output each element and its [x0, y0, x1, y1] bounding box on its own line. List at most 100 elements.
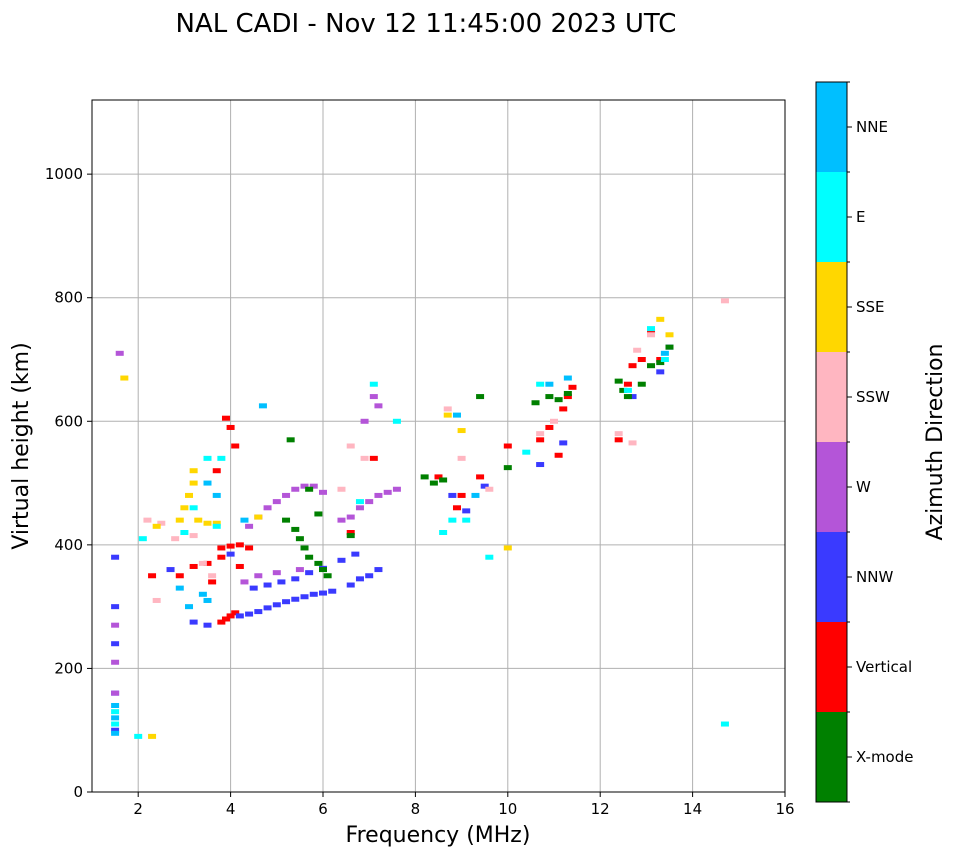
point-nnw — [272, 602, 281, 608]
point-x-mode — [282, 517, 291, 523]
y-tick-label: 400 — [54, 536, 83, 554]
point-nne — [471, 492, 480, 498]
x-axis-label: Frequency (MHz) — [346, 823, 531, 848]
point-x-mode — [295, 536, 304, 542]
point-nne — [198, 591, 207, 597]
point-vertical — [369, 455, 378, 461]
point-sse — [656, 316, 665, 322]
point-w — [300, 483, 309, 489]
point-e — [522, 449, 531, 455]
point-vertical — [434, 474, 443, 480]
colorbar-frame — [815, 81, 848, 803]
point-nne — [185, 604, 194, 610]
point-ssw — [536, 431, 545, 437]
point-e — [369, 381, 378, 387]
point-nnw — [111, 727, 120, 733]
point-e — [111, 709, 120, 715]
point-sse — [665, 332, 674, 338]
point-vertical — [221, 616, 230, 622]
colorbar-tick-label: W — [856, 478, 871, 496]
point-e — [189, 505, 198, 511]
point-nnw — [226, 551, 235, 557]
point-sse — [152, 523, 161, 529]
point-w — [291, 486, 300, 492]
point-nne — [203, 597, 212, 603]
point-vertical — [217, 619, 226, 625]
point-nnw — [656, 369, 665, 375]
point-vertical — [212, 468, 221, 474]
point-x-mode — [286, 437, 295, 443]
point-x-mode — [545, 394, 554, 400]
point-ssw — [457, 455, 466, 461]
point-nnw — [346, 582, 355, 588]
point-x-mode — [305, 554, 314, 560]
point-nne — [111, 703, 120, 708]
point-x-mode — [619, 387, 628, 393]
point-vertical — [545, 424, 554, 430]
point-e — [138, 536, 147, 542]
point-nnw — [328, 588, 337, 594]
point-e — [647, 326, 656, 332]
x-tick-label: 12 — [591, 800, 610, 818]
point-ssw — [157, 520, 166, 526]
colorbar-tick-label: E — [856, 208, 865, 226]
point-nne — [111, 715, 120, 721]
point-nnw — [448, 492, 457, 498]
colorbar-tick-label: Vertical — [856, 658, 912, 676]
point-e — [212, 523, 221, 529]
point-e — [134, 733, 143, 739]
x-tick-label: 8 — [411, 800, 421, 818]
point-nnw — [628, 394, 637, 400]
point-w — [374, 403, 383, 409]
point-vertical — [203, 560, 212, 566]
point-vertical — [559, 406, 568, 412]
y-axis-ticks: 0 200 400 600 800 1000 — [45, 165, 92, 801]
colorbar-swatch-nne — [816, 82, 847, 172]
point-nnw — [480, 483, 489, 489]
grid-lines — [92, 100, 786, 793]
point-nnw — [536, 462, 545, 468]
point-ssw — [337, 486, 346, 492]
point-nnw — [355, 576, 364, 582]
point-vertical — [476, 474, 485, 480]
point-nnw — [245, 611, 254, 617]
point-sse — [457, 428, 466, 434]
point-nnw — [462, 508, 471, 514]
point-w — [365, 499, 374, 505]
colorbar-swatch-w — [816, 442, 847, 532]
point-x-mode — [665, 344, 674, 350]
point-x-mode — [346, 533, 355, 539]
point-nne — [212, 492, 221, 498]
point-w — [240, 579, 249, 585]
point-nnw — [263, 605, 272, 611]
point-vertical — [628, 363, 637, 369]
point-nnw — [282, 599, 291, 605]
point-ssw — [443, 406, 452, 412]
point-x-mode — [291, 526, 300, 532]
point-sse — [148, 733, 157, 739]
point-vertical — [189, 563, 198, 569]
point-nne — [111, 730, 120, 736]
point-e — [485, 554, 494, 560]
point-w — [374, 492, 383, 498]
point-x-mode — [314, 511, 323, 517]
point-vertical — [623, 381, 632, 387]
point-nne — [175, 585, 184, 591]
point-ssw — [647, 332, 656, 338]
point-vertical — [148, 573, 157, 579]
point-vertical — [554, 452, 563, 458]
point-w — [337, 517, 346, 523]
point-vertical — [568, 384, 577, 390]
point-vertical — [231, 443, 240, 449]
point-w — [282, 492, 291, 498]
point-nnw — [291, 596, 300, 602]
data-points — [111, 298, 729, 739]
point-sse — [212, 520, 221, 526]
point-x-mode — [563, 390, 572, 396]
point-w — [392, 486, 401, 492]
point-w — [346, 514, 355, 520]
point-sse — [180, 505, 189, 511]
point-sse — [185, 492, 194, 498]
point-e — [623, 387, 632, 393]
